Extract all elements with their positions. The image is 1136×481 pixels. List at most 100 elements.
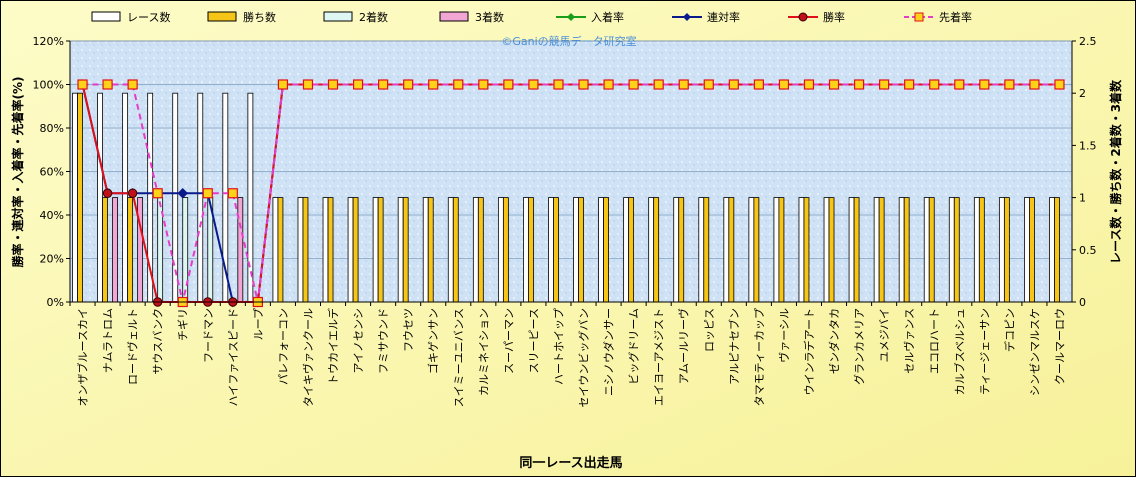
legend-swatch-勝ち数: [207, 11, 237, 22]
marker-先着率-31: [853, 79, 865, 90]
line-layer: [77, 79, 1065, 308]
marker-先着率-0: [77, 79, 88, 90]
marker-先着率-39: [1054, 79, 1065, 90]
watermark-text: ©Ganiの競馬データ研究室: [501, 34, 636, 48]
marker-先着率-17: [503, 79, 514, 90]
category-label: ナムラトロム: [102, 308, 115, 373]
bar-レース数-23: [648, 197, 655, 303]
bar-レース数-33: [898, 197, 905, 303]
marker-先着率-29: [803, 79, 815, 90]
bar-勝ち数-29: [803, 197, 810, 303]
bar-勝ち数-23: [653, 197, 660, 303]
right-tick-label: 0.5: [1079, 244, 1097, 257]
bar-レース数-15: [447, 197, 454, 303]
category-label: ループ: [252, 308, 265, 340]
bar-レース数-10: [322, 197, 329, 303]
left-tick-label: 100%: [33, 79, 64, 92]
category-label: セルヴァンス: [902, 308, 916, 374]
category-label: ゼンダンタカ: [827, 308, 841, 374]
bar-勝ち数-21: [603, 197, 609, 303]
category-label: ロードヴェルト: [126, 308, 140, 385]
bar-レース数-30: [823, 197, 830, 303]
category-label: アイノセンシ: [352, 308, 365, 373]
bar-レース数-27: [748, 197, 755, 303]
category-label: ティージェーサン: [978, 308, 991, 395]
right-tick-label: 0: [1079, 296, 1086, 309]
category-label: ハートホイップ: [552, 308, 565, 385]
legend-label-勝ち数: 勝ち数: [243, 10, 276, 24]
bar-勝ち数-27: [753, 197, 760, 303]
bar-勝ち数-24: [678, 197, 685, 303]
category-label: アムールリーヴ: [677, 308, 691, 384]
legend-marker-入着率: [567, 13, 575, 21]
axes: 0% 20% 40% 60% 80% 100% 120% 0 0.5 1 1.5 2 2.5 オンザブルー…: [33, 35, 1097, 408]
category-label: カルミネイション: [477, 308, 490, 396]
category-label: スーパーマン: [502, 308, 515, 374]
marker-先着率-18: [528, 79, 539, 90]
legend-marker-連対率: [683, 13, 691, 21]
bar-3着数-1: [112, 197, 118, 303]
bar-レース数-5: [197, 92, 204, 303]
bar-3着数-2: [137, 197, 144, 303]
bar-レース数-16: [472, 197, 479, 303]
bar-レース数-21: [598, 197, 604, 303]
marker-先着率-33: [904, 79, 915, 90]
marker-先着率-24: [678, 79, 689, 90]
bar-勝ち数-39: [1054, 197, 1060, 303]
marker-先着率-34: [929, 79, 940, 90]
marker-先着率-1: [102, 79, 113, 90]
category-label: エコロハート: [928, 308, 941, 374]
legend-label-2着数: 2着数: [359, 10, 388, 24]
bar-勝ち数-36: [978, 197, 985, 303]
marker-勝率-1: [102, 188, 113, 198]
marker-先着率-28: [778, 79, 790, 90]
bar-レース数-22: [623, 197, 630, 303]
marker-先着率-32: [879, 79, 890, 90]
category-label: ヴァーシル: [777, 308, 791, 363]
category-label: ゴキゲンサン: [426, 308, 440, 374]
legend: レース数 勝ち数 2着数 3着数 入着率 連対率 勝率 先着率: [91, 10, 972, 24]
legend-label-先着率: 先着率: [939, 10, 972, 24]
bar-勝ち数-34: [928, 197, 935, 303]
bar-勝ち数-30: [828, 197, 835, 303]
legend-label-3着数: 3着数: [475, 10, 504, 24]
bar-レース数-9: [297, 197, 304, 303]
bar-勝ち数-13: [402, 197, 409, 303]
category-label: フウセツ: [402, 308, 415, 352]
legend-marker-勝率: [798, 12, 808, 22]
bar-レース数-38: [1024, 197, 1030, 303]
legend-label-入着率: 入着率: [591, 10, 624, 24]
marker-先着率-36: [979, 79, 990, 90]
bar-レース数-32: [873, 197, 880, 303]
bar-レース数-18: [523, 197, 529, 303]
bar-勝ち数-20: [578, 197, 584, 303]
marker-勝率-2: [127, 188, 138, 198]
bar-勝ち数-37: [1003, 197, 1010, 303]
bar-勝ち数-33: [903, 197, 910, 303]
marker-先着率-22: [628, 79, 639, 90]
bar-勝ち数-1: [102, 197, 108, 303]
category-label: ユメジバイ: [878, 308, 891, 362]
marker-先着率-5: [202, 188, 213, 199]
bar-レース数-25: [698, 197, 705, 303]
bar-レース数-7: [247, 92, 254, 303]
category-label: アルピナセブン: [727, 308, 741, 385]
bar-レース数-37: [998, 197, 1005, 303]
category-label: チギリ: [177, 308, 190, 341]
category-label: カルブスベルシュ: [952, 308, 966, 395]
x-axis-title: 同一レース出走馬: [519, 455, 622, 471]
bar-勝ち数-0: [77, 92, 83, 303]
left-tick-label: 20%: [40, 253, 64, 266]
marker-先着率-2: [127, 79, 138, 90]
marker-先着率-8: [277, 79, 289, 90]
bar-レース数-8: [272, 197, 279, 303]
marker-先着率-16: [478, 79, 489, 90]
marker-先着率-20: [578, 79, 589, 90]
marker-先着率-6: [227, 188, 238, 199]
category-label: トウカイエルデ: [326, 308, 340, 385]
category-label: タマモティーカップ: [753, 308, 766, 406]
category-label: ウインラデアート: [802, 308, 816, 395]
bar-レース数-20: [573, 197, 579, 303]
